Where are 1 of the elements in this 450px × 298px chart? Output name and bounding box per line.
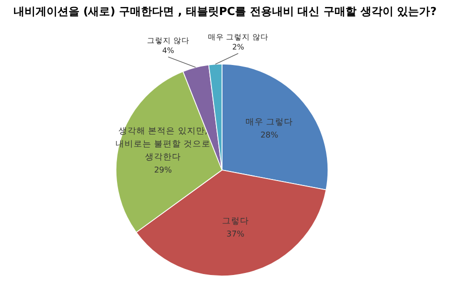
chart-title: 내비게이션을 (새로) 구매한다면 , 태블릿PC를 전용내비 대신 구매할 생각이 있는가?: [13, 5, 437, 18]
